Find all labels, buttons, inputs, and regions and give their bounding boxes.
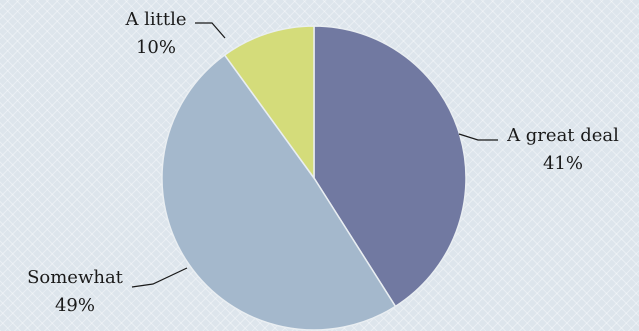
slice-value-a-little: 10% [136, 37, 176, 58]
leader-lines [131, 22, 498, 288]
slice-label-a-great-deal: A great deal [506, 125, 619, 146]
slice-value-a-great-deal: 41% [543, 153, 583, 174]
pie-slice-a-great-deal [313, 25, 467, 308]
slice-value-somewhat: 49% [55, 295, 95, 316]
leader-line-somewhat [131, 267, 188, 288]
leader-line-a-little [195, 22, 226, 39]
slice-label-somewhat: Somewhat [27, 267, 124, 288]
leader-line-a-great-deal [458, 133, 498, 141]
pie-slice-somewhat [161, 53, 397, 331]
pie-slice-a-little [223, 25, 315, 181]
pie-slices [161, 25, 467, 331]
slice-label-a-little: A little [124, 9, 186, 30]
slice-labels: A great deal 41% Somewhat 49% A little 1… [27, 9, 619, 316]
